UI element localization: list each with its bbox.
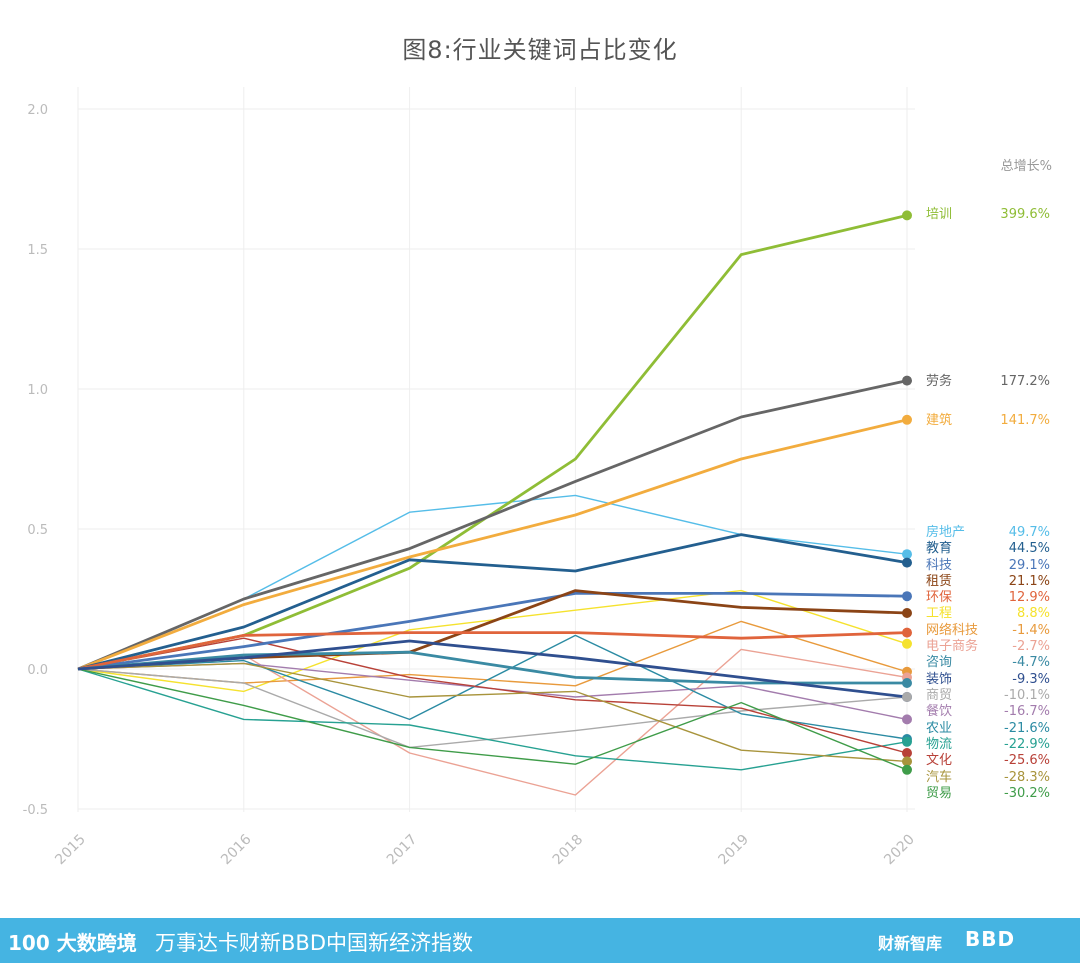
legend-growth-value: -2.7%: [1012, 639, 1050, 654]
legend-growth-value: -9.3%: [1012, 672, 1050, 687]
series-endpoint-教育: [902, 557, 912, 568]
legend-label: 教育: [926, 540, 952, 556]
legend-label: 汽车: [926, 769, 952, 785]
series-line-商贸: [77, 668, 908, 749]
y-tick-label: 1.5: [27, 243, 48, 258]
y-tick-label: 0.0: [27, 663, 48, 678]
chart-title: 图8:行业关键词占比变化: [402, 36, 678, 64]
legend-growth-value: 399.6%: [1000, 207, 1050, 222]
series-line-劳务: [77, 379, 908, 671]
series-line-文化: [77, 637, 908, 754]
series-line-环保: [77, 631, 908, 671]
x-tick-label: 2016: [218, 831, 255, 868]
x-tick-label: 2020: [881, 832, 918, 869]
legend-growth-value: -10.1%: [1004, 688, 1050, 703]
x-tick-label: 2019: [716, 832, 753, 869]
legend-label: 劳务: [926, 373, 952, 389]
legend-growth-value: 8.8%: [1017, 606, 1050, 621]
legend-label: 物流: [926, 737, 952, 752]
legend-growth-value: -21.6%: [1004, 721, 1050, 736]
legend-label: 网络科技: [926, 622, 978, 638]
series-line-教育: [77, 533, 908, 671]
legend-label: 农业: [926, 721, 952, 736]
series-line-科技: [77, 592, 908, 671]
series-endpoint-文化: [902, 748, 912, 758]
series-line-贸易: [77, 668, 908, 771]
legend-label: 文化: [926, 753, 952, 768]
legend-growth-value: 49.7%: [1009, 525, 1050, 540]
legend-growth-value: -30.2%: [1004, 786, 1050, 801]
series-endpoint-餐饮: [902, 714, 912, 725]
series-endpoint-商贸: [902, 692, 912, 702]
y-tick-label: -0.5: [23, 803, 48, 818]
legend-growth-value: 141.7%: [1000, 413, 1050, 428]
series-line-建筑: [77, 418, 908, 671]
x-tick-label: 2015: [52, 832, 89, 869]
legend-label: 租赁: [926, 574, 952, 589]
legend-growth-value: 21.1%: [1009, 574, 1050, 589]
series-endpoint-咨询: [902, 678, 912, 688]
series-endpoint-环保: [902, 627, 912, 638]
series-endpoint-科技: [902, 591, 912, 602]
legend-label: 房地产: [926, 524, 965, 540]
series-endpoint-贸易: [902, 764, 912, 775]
series-endpoint-汽车: [902, 756, 912, 767]
series-line-装饰: [77, 639, 908, 699]
legend-growth-value: 44.5%: [1009, 541, 1050, 556]
footer-brand-bbd: BBD: [965, 927, 1016, 951]
legend-label: 电子商务: [926, 638, 978, 654]
series-line-培训: [77, 214, 908, 671]
series-line-汽车: [77, 662, 908, 763]
footer-logo: 100 大数跨境: [8, 931, 137, 955]
legend-growth-value: 177.2%: [1000, 374, 1050, 389]
series-line-物流: [77, 668, 908, 771]
legend-label: 科技: [926, 558, 952, 573]
legend-growth-value: -4.7%: [1012, 655, 1050, 670]
legend-growth-value: -25.6%: [1004, 753, 1050, 768]
legend-growth-value: -16.7%: [1004, 704, 1050, 719]
legend-label: 培训: [926, 206, 952, 222]
legend-growth-value: -28.3%: [1004, 770, 1050, 785]
legend-label: 商贸: [926, 688, 952, 703]
footer-banner: 100 大数跨境 万事达卡财新BBD中国新经济指数 财新智库 BBD: [0, 918, 1080, 963]
legend-label: 贸易: [926, 786, 952, 801]
legend-label: 咨询: [926, 655, 952, 670]
series-line-咨询: [77, 650, 907, 685]
legend-growth-value: -22.9%: [1004, 737, 1050, 752]
footer-slogan: 万事达卡财新BBD中国新经济指数: [155, 931, 473, 955]
series-line-餐饮: [77, 662, 908, 721]
legend-label: 装饰: [926, 672, 952, 687]
line-chart: 2.0 1.5 1.0 0.5 0.0 -0.5 2015 2016 2017 2018 2019 2…: [23, 87, 1052, 869]
x-tick-label: 2018: [550, 832, 587, 869]
y-tick-label: 2.0: [27, 103, 48, 118]
series-line-农业: [77, 634, 908, 740]
series-endpoint-培训: [902, 210, 912, 221]
x-tick-label: 2017: [384, 832, 421, 869]
series-line-电子商务: [77, 648, 908, 796]
series-line-工程: [77, 589, 908, 693]
series-endpoint-建筑: [902, 414, 912, 425]
legend-growth-value: 12.9%: [1009, 590, 1050, 605]
footer-brand-caixin: 财新智库: [878, 934, 943, 953]
series-endpoint-租赁: [902, 608, 912, 618]
legend-header: 总增长%: [1001, 159, 1052, 174]
series-endpoint-劳务: [902, 375, 912, 386]
legend-label: 工程: [926, 606, 952, 621]
series-endpoint-物流: [902, 736, 912, 747]
y-tick-label: 1.0: [27, 383, 48, 398]
legend-growth-value: -1.4%: [1012, 623, 1050, 638]
legend-label: 餐饮: [926, 703, 952, 719]
y-tick-label: 0.5: [27, 523, 48, 538]
legend-label: 建筑: [926, 412, 952, 428]
legend-growth-value: 29.1%: [1009, 558, 1050, 573]
series-endpoint-房地产: [902, 549, 912, 560]
series-endpoint-工程: [902, 638, 912, 649]
legend-label: 环保: [926, 590, 952, 605]
